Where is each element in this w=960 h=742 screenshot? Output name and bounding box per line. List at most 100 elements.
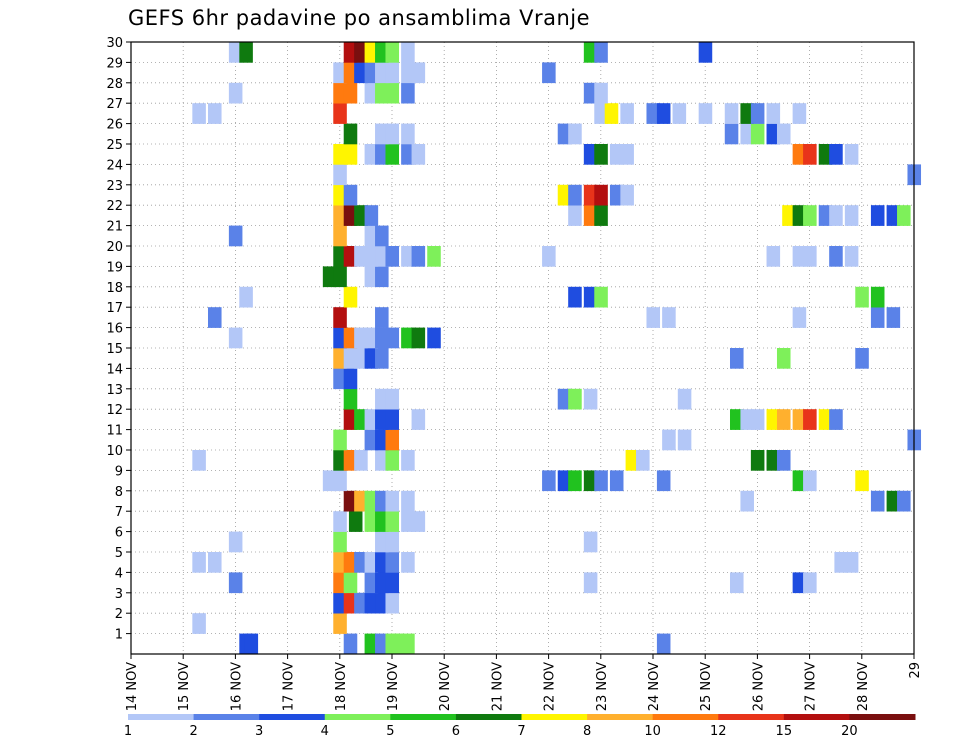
data-cell [333, 470, 347, 492]
colorbar-swatch [521, 714, 588, 720]
data-cell [364, 225, 379, 247]
y-tick-label: 1 [115, 628, 123, 643]
data-cell [401, 552, 415, 573]
plot-frame [130, 41, 915, 655]
data-cell [870, 490, 885, 512]
data-cell [594, 286, 608, 308]
y-tick-label: 5 [115, 546, 123, 561]
data-cell [803, 572, 817, 594]
data-cell [364, 144, 379, 165]
data-cell [333, 246, 347, 267]
colorbar-swatch [390, 714, 457, 720]
y-tick-label: 2 [115, 607, 123, 622]
data-cell [385, 144, 400, 165]
data-cell [343, 62, 358, 84]
data-cell [427, 246, 441, 267]
data-cell [677, 388, 692, 410]
data-cell [343, 592, 358, 614]
y-tick-label: 15 [106, 342, 123, 357]
data-cell [364, 327, 379, 349]
data-cell [792, 144, 807, 165]
data-cell [594, 184, 608, 206]
data-cell [354, 490, 368, 512]
data-cell [354, 327, 368, 349]
data-cell [228, 82, 243, 104]
data-cell [385, 511, 400, 532]
data-cell [375, 531, 389, 553]
data-cell [594, 82, 608, 104]
data-cell [568, 123, 582, 145]
data-cell [583, 286, 598, 308]
data-cell [609, 470, 624, 492]
data-cell [844, 205, 859, 226]
data-cell [228, 327, 243, 349]
data-cell [724, 103, 739, 124]
data-cell [375, 307, 389, 328]
data-cell [354, 348, 368, 369]
data-cell [620, 184, 634, 206]
data-cell [385, 82, 400, 104]
y-tick-label: 10 [106, 444, 123, 459]
data-cell [333, 592, 347, 614]
data-cell [385, 490, 400, 512]
x-tick-label: 19 NOV [386, 662, 401, 711]
colorbar-label: 4 [321, 724, 329, 739]
data-cell [656, 633, 671, 655]
data-cell [792, 572, 807, 594]
data-cell [646, 307, 661, 328]
y-tick-label: 11 [106, 424, 123, 439]
data-cell [364, 490, 379, 512]
data-cell [886, 490, 901, 512]
data-cell [354, 552, 368, 573]
data-cell [803, 470, 817, 492]
data-cell [740, 490, 754, 512]
data-cell [239, 42, 253, 63]
data-cell [385, 592, 400, 614]
data-cell [343, 123, 358, 145]
data-cell [583, 82, 598, 104]
data-cell [401, 511, 415, 532]
colorbar-label: 15 [776, 724, 793, 739]
data-cell [375, 450, 389, 471]
y-tick-label: 6 [115, 526, 123, 541]
data-cell [776, 348, 791, 369]
data-cell [343, 184, 358, 206]
y-tick-label: 17 [106, 301, 123, 316]
y-tick-label: 4 [115, 566, 123, 581]
data-cell [792, 246, 807, 267]
data-cell [729, 409, 744, 430]
data-cell [375, 552, 389, 573]
data-cell [343, 286, 358, 308]
data-cell [776, 123, 791, 145]
x-tick-label: 18 NOV [334, 662, 349, 711]
x-tick-label: 24 NOV [647, 662, 662, 711]
y-tick-label: 21 [106, 220, 123, 235]
data-cell [401, 246, 415, 267]
data-cell [672, 103, 687, 124]
data-cell [568, 470, 582, 492]
data-cell [228, 225, 243, 247]
data-cell [766, 103, 781, 124]
chart-title: GEFS 6hr padavine po ansamblima Vranje [128, 6, 591, 30]
y-tick-label: 25 [106, 138, 123, 153]
data-cell [322, 470, 337, 492]
data-cell [364, 266, 379, 288]
data-cell [855, 348, 869, 369]
data-cell [401, 123, 415, 145]
data-cell [636, 450, 650, 471]
colorbar-swatch [849, 714, 916, 720]
data-cell [792, 103, 807, 124]
data-cell [192, 103, 206, 124]
data-cell [766, 246, 781, 267]
data-cell [818, 144, 833, 165]
data-cell [646, 103, 661, 124]
data-cell [557, 123, 572, 145]
data-cell [401, 144, 415, 165]
data-cell [401, 633, 415, 655]
x-tick-label: 22 NOV [543, 662, 558, 711]
data-cell [698, 103, 713, 124]
data-cell [343, 348, 358, 369]
data-cell [348, 511, 363, 532]
data-cell [594, 103, 608, 124]
